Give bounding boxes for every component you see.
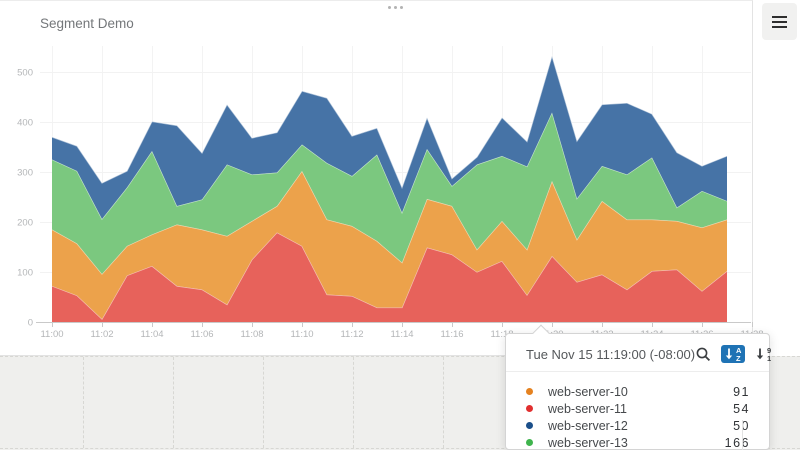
tooltip-header: Tue Nov 15 11:19:00 (-08:00) A Z bbox=[506, 334, 771, 372]
x-tick-label: 11:12 bbox=[340, 329, 363, 340]
panel-title: Segment Demo bbox=[40, 16, 134, 31]
stacked-area-chart[interactable]: 11:00 11:02 11:04 11:06 11:08 11:10 11:12 11:14… bbox=[0, 1, 800, 357]
svg-text:9: 9 bbox=[767, 346, 771, 355]
svg-text:1: 1 bbox=[767, 354, 771, 363]
area-boundary bbox=[51, 53, 728, 190]
y-tick-label: 300 bbox=[17, 168, 33, 179]
area-web-server-11 bbox=[52, 232, 727, 322]
legend-row[interactable]: web-server-11 54 bbox=[526, 400, 750, 417]
series-value: 50 bbox=[733, 419, 750, 433]
sort-numeric-button[interactable]: 9 1 bbox=[754, 345, 776, 363]
y-tick-label: 0 bbox=[28, 318, 33, 329]
series-name: web-server-13 bbox=[548, 435, 628, 450]
tooltip-timestamp: Tue Nov 15 11:19:00 (-08:00) bbox=[526, 346, 696, 362]
series-color-dot bbox=[526, 405, 533, 412]
area-web-server-12 bbox=[52, 56, 727, 219]
x-tick-label: 11:14 bbox=[390, 329, 413, 340]
x-tick-label: 11:16 bbox=[440, 329, 463, 340]
svg-text:A: A bbox=[736, 346, 742, 355]
series-color-dot bbox=[526, 388, 533, 395]
search-icon[interactable] bbox=[695, 346, 712, 363]
grid-dashed-line bbox=[173, 357, 174, 448]
hamburger-menu-button[interactable] bbox=[762, 3, 797, 40]
drag-handle-icon[interactable] bbox=[388, 6, 403, 9]
x-tick-label: 11:02 bbox=[90, 329, 113, 340]
chart-panel: Segment Demo 11:00 11:02 11:04 11:06 11:08 11… bbox=[0, 0, 764, 356]
y-tick-label: 100 bbox=[17, 268, 33, 279]
y-tick-label: 500 bbox=[17, 68, 33, 79]
legend-row[interactable]: web-server-13 166 bbox=[526, 434, 750, 450]
sort-alphabetical-button[interactable]: A Z bbox=[721, 345, 746, 363]
series-name: web-server-10 bbox=[548, 384, 628, 399]
grid-dashed-line bbox=[353, 357, 354, 448]
y-tick-label: 400 bbox=[17, 118, 33, 129]
grid-dashed-line bbox=[263, 357, 264, 448]
y-tick-label: 200 bbox=[17, 218, 33, 229]
area-web-server-13 bbox=[52, 112, 727, 274]
series-value: 54 bbox=[733, 401, 750, 416]
x-tick-label: 11:08 bbox=[240, 329, 263, 340]
area-web-server-10 bbox=[52, 171, 727, 319]
grid-dashed-line bbox=[443, 357, 444, 448]
legend-scrollbar[interactable] bbox=[742, 420, 743, 450]
grid-dashed-line bbox=[83, 357, 84, 448]
x-tick-label: 11:18 bbox=[490, 329, 513, 340]
series-color-dot bbox=[526, 422, 533, 429]
grid-dashed-line bbox=[0, 448, 800, 449]
x-tick-label: 11:06 bbox=[190, 329, 213, 340]
svg-text:Z: Z bbox=[736, 354, 741, 363]
x-tick-label: 11:00 bbox=[40, 329, 63, 340]
chart-tooltip: Tue Nov 15 11:19:00 (-08:00) A Z bbox=[505, 324, 771, 450]
x-tick-label: 11:04 bbox=[140, 329, 163, 340]
series-name: web-server-12 bbox=[548, 418, 628, 433]
legend-row[interactable]: web-server-12 50 bbox=[526, 417, 750, 434]
x-tick-label: 11:10 bbox=[290, 329, 313, 340]
legend-row[interactable]: web-server-10 91 bbox=[526, 383, 750, 400]
series-name: web-server-11 bbox=[548, 401, 627, 416]
tooltip-legend: web-server-10 91 web-server-11 54 web-se… bbox=[506, 372, 769, 450]
series-value: 91 bbox=[733, 384, 750, 399]
series-value: 166 bbox=[724, 435, 750, 450]
series-color-dot bbox=[526, 439, 533, 446]
